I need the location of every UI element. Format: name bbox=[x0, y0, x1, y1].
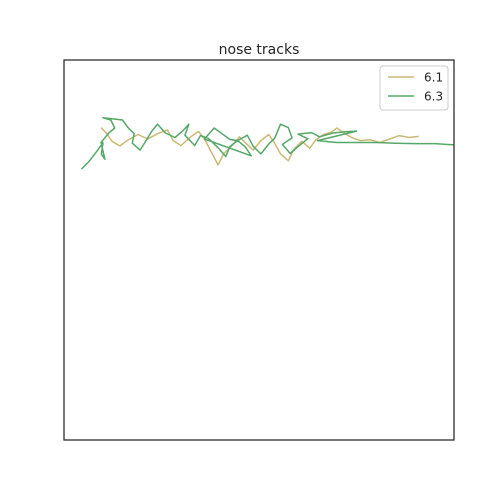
legend: 6.1 6.3 bbox=[379, 65, 449, 111]
plot-frame bbox=[63, 59, 455, 441]
series-line-6-1 bbox=[100, 127, 419, 166]
series-line-6-3 bbox=[80, 117, 454, 170]
chart-title: nose tracks bbox=[219, 42, 300, 58]
legend-label-6-3: 6.3 bbox=[424, 90, 443, 104]
series-layer bbox=[80, 117, 454, 170]
plot-area bbox=[64, 60, 454, 440]
legend-label-6-1: 6.1 bbox=[424, 71, 443, 85]
